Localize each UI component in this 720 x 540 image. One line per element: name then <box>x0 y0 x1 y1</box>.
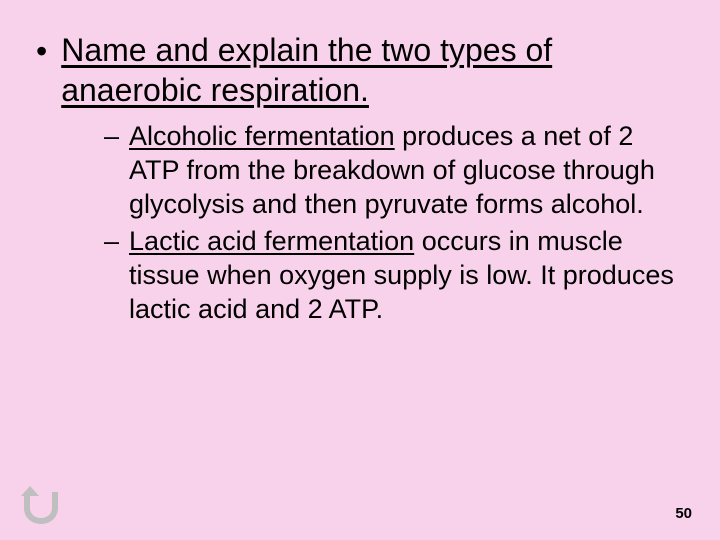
slide-content: • Name and explain the two types of anae… <box>0 0 720 327</box>
sub-bullet-marker: – <box>104 225 119 259</box>
main-bullet-text: Name and explain the two types of anaero… <box>61 30 684 110</box>
sub-bullet-text: Lactic acid fermentation occurs in muscl… <box>129 225 674 326</box>
page-number: 50 <box>675 505 692 522</box>
sub-bullet-term: Alcoholic fermentation <box>129 121 395 151</box>
sub-bullet-marker: – <box>104 120 119 154</box>
sub-bullet-list: – Alcoholic fermentation produces a net … <box>104 120 674 327</box>
sub-bullet-text: Alcoholic fermentation produces a net of… <box>129 120 674 221</box>
sub-bullet-2: – Lactic acid fermentation occurs in mus… <box>104 225 674 326</box>
main-bullet-marker: • <box>36 32 47 70</box>
back-return-icon[interactable] <box>18 486 64 526</box>
main-bullet: • Name and explain the two types of anae… <box>36 30 684 110</box>
sub-bullet-1: – Alcoholic fermentation produces a net … <box>104 120 674 221</box>
sub-bullet-term: Lactic acid fermentation <box>129 226 414 256</box>
u-turn-arrow-icon <box>21 486 58 524</box>
